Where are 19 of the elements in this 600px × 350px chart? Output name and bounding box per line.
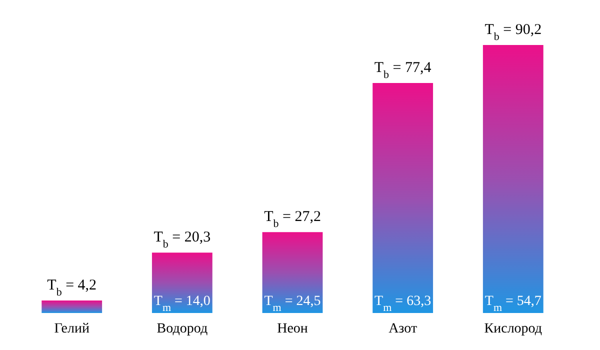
bar: [152, 252, 212, 313]
bar: [482, 45, 544, 313]
x-tick-label: Кислород: [484, 322, 542, 336]
x-tick-label: Водород: [156, 322, 208, 336]
x-tick-label: Азот: [388, 322, 418, 336]
annotation: T$_{m}$ = 14,0: [154, 294, 210, 314]
annotation: T$_{m}$ = 24,5: [264, 294, 321, 314]
x-tick-label: Неон: [277, 322, 308, 336]
bar: [372, 83, 434, 313]
data-label: T$_{b}$ = 4,2: [47, 278, 97, 299]
data-label: T$_{b}$ = 20,3: [154, 230, 211, 251]
data-label: T$_{b}$ = 27,2: [264, 209, 321, 230]
data-label: T$_{b}$ = 77,4: [374, 60, 432, 82]
annotation: T$_{m}$ = 63,3: [374, 294, 432, 314]
bar: [262, 232, 323, 313]
data-label: T$_{b}$ = 90,2: [484, 22, 542, 43]
bar: [42, 300, 102, 313]
x-tick-label: Гелий: [54, 322, 90, 336]
annotation: T$_{m}$ = 54,7: [484, 294, 542, 314]
